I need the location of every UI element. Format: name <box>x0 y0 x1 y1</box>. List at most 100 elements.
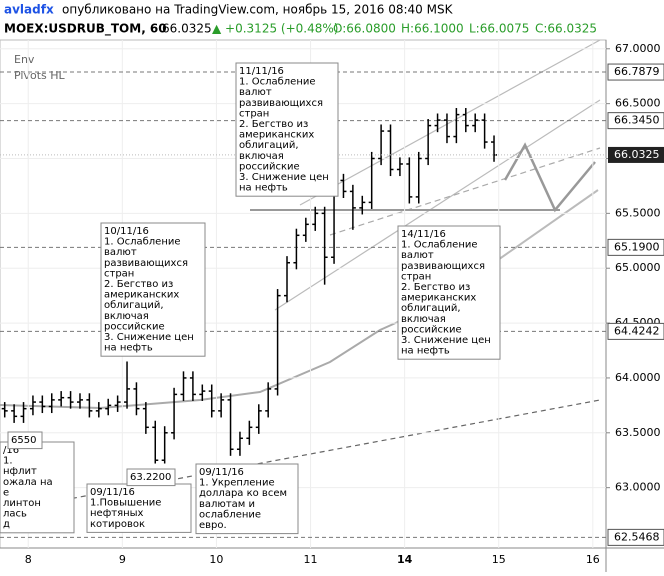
annotation-text: на нефть <box>401 346 450 357</box>
bar <box>86 393 93 418</box>
annotation-text: лась <box>3 509 27 520</box>
bar <box>396 157 403 177</box>
channel-line <box>329 147 601 236</box>
x-tick-label: 15 <box>492 553 506 566</box>
bar <box>406 157 413 204</box>
x-tick-label: 9 <box>119 553 126 566</box>
bar <box>76 393 83 409</box>
low: L:66.0075 <box>469 22 529 36</box>
annotation-text: включая <box>401 314 446 325</box>
change: ▲ +0.3125 (+0.48%) <box>212 22 338 36</box>
price-label-box <box>607 63 664 81</box>
bar <box>255 404 262 434</box>
annotation-text: российские <box>401 324 462 335</box>
bar <box>340 173 347 198</box>
bar <box>312 206 319 231</box>
bar <box>1 402 8 418</box>
annotation-text: е <box>3 487 9 498</box>
annotation-text: включая <box>239 151 284 162</box>
bar <box>133 382 140 416</box>
annotation-text: ослабление <box>199 509 261 520</box>
bar <box>378 124 385 166</box>
bar <box>208 384 215 418</box>
x-tick-label: 8 <box>25 553 32 566</box>
y-tick-label: 65.5000 <box>615 206 661 219</box>
annotation-text: валют <box>401 250 434 261</box>
annotation-text: облигаций, <box>239 140 299 151</box>
last-price-box <box>608 146 664 163</box>
annotation-text: линтон <box>3 498 41 509</box>
annotation-text: евро. <box>199 520 227 531</box>
annotation-text: 3. Снижение цен <box>401 335 491 346</box>
annotation-text: 10/11/16 <box>104 226 149 237</box>
annotation-box <box>195 463 299 535</box>
annotation-text: д <box>3 519 10 530</box>
x-tick-label: 11 <box>304 553 318 566</box>
y-tick-label: 64.0000 <box>615 371 661 384</box>
bar <box>180 371 187 401</box>
annotation-text: развивающихся <box>104 258 188 269</box>
price-label-box <box>607 322 664 340</box>
y-tick-label: 67.0000 <box>615 42 661 55</box>
annotation-text: котировок <box>90 519 145 530</box>
price-label: 66.3450 <box>614 114 660 127</box>
price-label: 65.1900 <box>614 240 660 253</box>
price-label-box <box>607 238 664 256</box>
bar <box>95 402 102 418</box>
bar <box>443 113 450 144</box>
annotation-text: стран <box>239 108 269 119</box>
high: H:66.1000 <box>401 22 464 36</box>
bar <box>425 118 432 166</box>
bar <box>171 387 178 440</box>
last-price-label: 66.0325 <box>614 148 660 161</box>
annotation-text: 1. Ослабление <box>104 237 181 248</box>
annotation-text: включая <box>104 311 149 322</box>
annotation-text: 09/11/16 <box>199 467 244 478</box>
bar <box>124 361 131 409</box>
annotation-text: на нефть <box>239 183 288 194</box>
bar <box>189 371 196 401</box>
annotation-text: валютам и <box>199 499 255 510</box>
annotation-text: 1. Ослабление <box>239 77 316 88</box>
bar <box>321 206 328 285</box>
bar <box>293 228 300 270</box>
bar <box>453 108 460 144</box>
bar <box>218 393 225 418</box>
price-label: 64.4242 <box>614 324 660 337</box>
annotation-text: стран <box>401 271 431 282</box>
close: C:66.0325 <box>535 22 597 36</box>
annotation-text: российские <box>239 161 300 172</box>
bar <box>434 113 441 133</box>
bar <box>20 402 27 423</box>
bar <box>142 402 149 434</box>
bar <box>11 404 18 423</box>
last: 66.0325 <box>162 22 212 36</box>
forecast <box>503 142 596 213</box>
annotation-text: /16 <box>3 445 19 456</box>
bar <box>284 256 291 303</box>
bar <box>161 426 168 464</box>
annotation-box <box>126 468 176 487</box>
x-tick-label: 14 <box>397 553 413 566</box>
price-label: 62.5468 <box>614 530 660 543</box>
bar <box>29 395 36 416</box>
x-tick-label: 10 <box>209 553 223 566</box>
bar <box>359 195 366 215</box>
bar <box>265 382 272 418</box>
annotation-text: развивающихся <box>239 98 323 109</box>
bar <box>246 420 253 445</box>
annotation-text: 3. Снижение цен <box>239 172 329 183</box>
annotation-text: 2. Бегство из <box>104 279 173 290</box>
indicator-label: Env <box>14 53 35 66</box>
annotation-text: 1. Укрепление <box>199 478 275 489</box>
annotation-box <box>86 483 192 533</box>
annotation-text: российские <box>104 321 165 332</box>
channel-line <box>494 189 599 263</box>
annotation-box <box>7 431 43 450</box>
author[interactable]: avladfx <box>4 3 54 17</box>
bar <box>481 113 488 149</box>
annotation-text: американских <box>239 130 314 141</box>
bar <box>472 113 479 133</box>
annotation-text: 1. <box>3 456 13 467</box>
